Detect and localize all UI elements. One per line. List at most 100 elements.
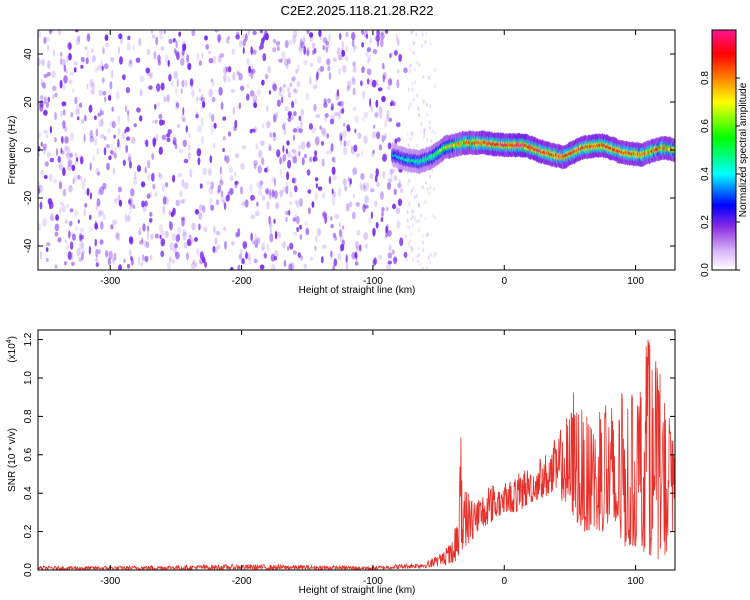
spectrogram-noise-cell xyxy=(376,181,380,188)
spectrogram-noise-cell xyxy=(329,114,334,121)
spectrogram-noise-cell xyxy=(224,155,227,162)
spectrogram-noise-cell xyxy=(338,222,341,228)
spectrogram-noise-cell xyxy=(367,57,370,66)
spectrogram-noise-cell xyxy=(309,35,313,42)
spectrogram-noise-cell xyxy=(323,128,327,138)
spectrogram-noise-cell xyxy=(124,105,127,113)
spectrogram-noise-cell xyxy=(345,31,349,38)
spectrogram-noise-cell xyxy=(172,38,176,43)
spectrogram-noise-cell xyxy=(215,199,220,206)
spectrogram-noise-cell xyxy=(330,250,333,258)
spectrogram-noise-cell xyxy=(354,115,359,123)
spectrogram-noise-cell xyxy=(169,242,174,251)
spectrogram-noise-cell xyxy=(183,181,189,190)
snr-y-tick-label: 1.0 xyxy=(23,371,34,385)
spectrogram-noise-cell xyxy=(366,78,370,85)
spectrogram-noise-cell xyxy=(54,264,58,269)
spectrogram-noise-cell xyxy=(314,150,318,157)
spectrogram-noise-cell xyxy=(395,33,398,42)
spectrogram-noise-cell xyxy=(97,189,101,196)
spectrogram-noise-cell xyxy=(211,114,215,122)
spectrogram-noise-cell xyxy=(52,93,55,100)
spectrogram-noise-cell xyxy=(424,216,427,221)
spectrogram-noise-cell xyxy=(140,181,146,188)
spectrogram-noise-cell xyxy=(294,199,297,205)
spectrogram-noise-cell xyxy=(40,78,44,85)
spectrogram-noise-cell xyxy=(249,195,253,202)
spectrogram-noise-cell xyxy=(293,231,298,236)
spectrogram-noise-cell xyxy=(121,132,126,140)
spectrogram-noise-cell xyxy=(78,256,83,263)
spectrogram-noise-cell xyxy=(125,144,129,153)
spectrogram-noise-cell xyxy=(411,223,414,227)
spectrogram-noise-cell xyxy=(248,65,252,74)
spectrogram-noise-cell xyxy=(69,241,74,250)
spectrogram-noise-cell xyxy=(336,89,340,97)
spectrogram-noise-cell xyxy=(86,33,91,42)
spectrogram-noise-cell xyxy=(246,57,250,66)
spectrogram-noise-cell xyxy=(69,132,74,141)
spectrogram-noise-cell xyxy=(189,234,192,239)
spectrogram-noise-cell xyxy=(282,85,285,94)
spectrogram-noise-cell xyxy=(84,189,88,196)
spectrogram-noise-cell xyxy=(117,138,120,148)
spectrogram-noise-cell xyxy=(242,38,246,47)
spectrogram-noise-cell xyxy=(411,130,413,135)
spectrogram-noise-cell xyxy=(370,211,373,219)
spectrogram-noise-cell xyxy=(196,96,199,102)
spectrogram-noise-cell xyxy=(393,175,398,181)
spectrogram-noise-cell xyxy=(410,209,413,214)
spectrogram-noise-cell xyxy=(250,46,253,55)
spectrogram-noise-cell xyxy=(182,231,187,241)
spectrogram-noise-cell xyxy=(300,41,305,49)
spectrogram-noise-cell xyxy=(48,173,53,182)
spectrogram-noise-cell xyxy=(75,157,79,162)
spectrogram-noise-cell xyxy=(332,57,337,63)
spectrogram-noise-cell xyxy=(175,234,180,243)
spectrogram-noise-cell xyxy=(239,40,243,47)
spectrogram-noise-cell xyxy=(420,213,423,218)
spectrogram-noise-cell xyxy=(118,199,122,207)
spectrogram-noise-cell xyxy=(425,233,428,238)
spectrogram-noise-cell xyxy=(112,167,116,175)
spectrogram-noise-cell xyxy=(268,191,273,200)
spectrogram-noise-cell xyxy=(38,57,41,67)
spectrogram-noise-cell xyxy=(296,215,300,225)
spectrogram-noise-cell xyxy=(418,228,421,233)
spectrogram-noise-cell xyxy=(236,103,240,110)
spectrogram-noise-cell xyxy=(419,262,422,267)
spectrogram-noise-cell xyxy=(299,224,302,230)
spectrogram-noise-cell xyxy=(271,264,276,270)
spectrogram-y-tick-label: 40 xyxy=(23,48,34,60)
spectrogram-noise-cell xyxy=(341,225,345,230)
spectrogram-noise-cell xyxy=(202,100,206,109)
spectrogram-noise-cell xyxy=(344,185,348,192)
spectrogram-noise-cell xyxy=(382,153,387,162)
spectrogram-noise-cell xyxy=(378,144,383,151)
spectrogram-noise-cell xyxy=(326,214,329,222)
spectrogram-noise-cell xyxy=(171,80,174,88)
spectrogram-noise-cell xyxy=(208,186,213,196)
spectrogram-noise-cell xyxy=(83,133,86,143)
spectrogram-noise-cell xyxy=(339,132,344,137)
spectrogram-noise-cell xyxy=(427,254,430,259)
spectrogram-noise-cell xyxy=(129,160,132,169)
spectrogram-noise-cell xyxy=(381,135,385,143)
spectrogram-noise-cell xyxy=(168,210,171,216)
spectrogram-noise-cell xyxy=(375,99,379,108)
spectrogram-noise-cell xyxy=(307,189,312,194)
spectrogram-noise-cell xyxy=(256,89,261,96)
spectrogram-noise-cell xyxy=(424,180,427,185)
spectrogram-noise-cell xyxy=(186,238,192,247)
spectrogram-noise-cell xyxy=(250,69,254,79)
spectrogram-noise-cell xyxy=(334,112,339,117)
spectrogram-noise-cell xyxy=(138,256,141,266)
spectrogram-noise-cell xyxy=(253,258,258,264)
spectrogram-noise-cell xyxy=(189,168,193,174)
spectrogram-noise-cell xyxy=(231,48,236,55)
spectrogram-noise-cell xyxy=(167,261,171,270)
spectrogram-noise-cell xyxy=(332,173,337,181)
spectrogram-noise-cell xyxy=(222,147,225,153)
spectrogram-noise-cell xyxy=(397,198,403,207)
spectrogram-noise-cell xyxy=(288,111,292,119)
